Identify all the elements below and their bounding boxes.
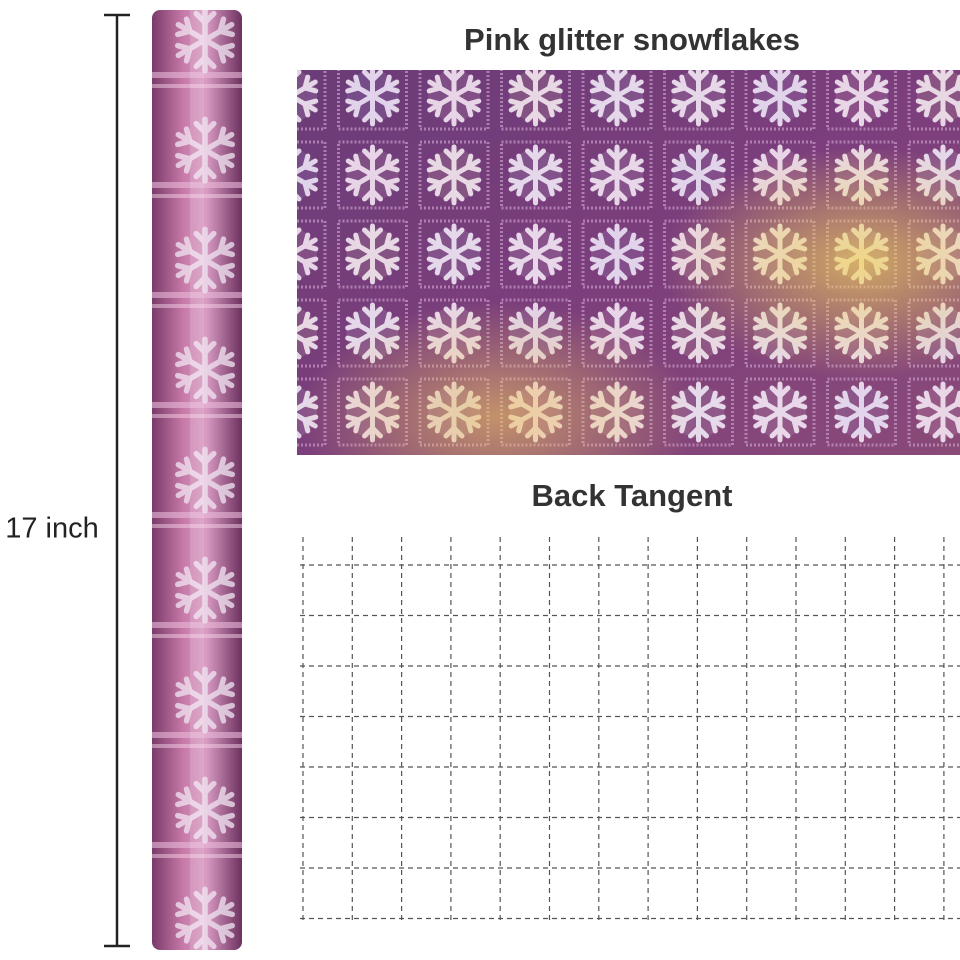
roll-band [152,952,242,958]
roll-band [152,634,242,638]
roll-band [152,524,242,528]
roll-band [152,732,242,738]
roll-band [152,744,242,748]
dimension-line [104,13,130,948]
roll-highlight [190,10,204,950]
roll-band [152,622,242,628]
roll-band [152,194,242,198]
roll-band [152,512,242,518]
dimension-label: 17 inch [5,513,99,545]
back-swatch [300,535,960,925]
wrapping-roll [152,10,242,958]
front-title: Pink glitter snowflakes [464,22,800,57]
back-sheet [300,535,960,925]
roll-band [152,182,242,188]
roll-band [152,304,242,308]
roll-band [152,292,242,298]
back-title: Back Tangent [532,478,733,513]
glare [297,70,960,455]
roll-band [152,72,242,78]
roll-band [152,84,242,88]
roll-band [152,854,242,858]
front-swatch [297,70,960,455]
roll-band [152,842,242,848]
roll-band [152,414,242,418]
roll-band [152,402,242,408]
